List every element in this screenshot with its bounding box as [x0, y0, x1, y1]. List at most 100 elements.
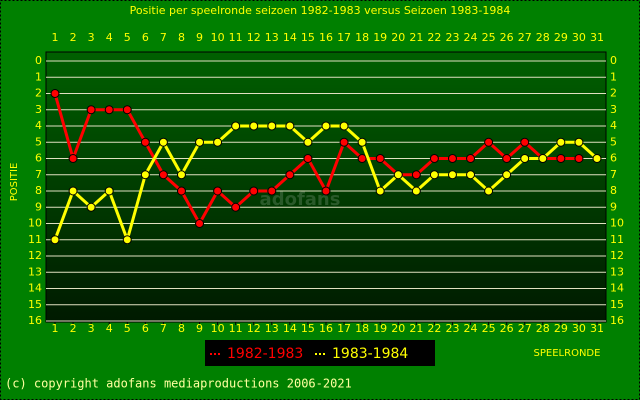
data-point: [321, 121, 331, 131]
x-tick-label: 13: [265, 322, 279, 335]
data-point: [447, 170, 457, 180]
x-tick-label: 18: [355, 322, 369, 335]
x-tick-label-top: 20: [391, 31, 405, 44]
data-point: [195, 137, 205, 147]
y-tick-label-right: 11: [610, 233, 624, 246]
data-point: [303, 137, 313, 147]
data-point: [122, 235, 132, 245]
data-point: [195, 219, 205, 228]
x-tick-label-top: 28: [536, 31, 550, 44]
x-tick-label-top: 11: [229, 31, 243, 44]
data-point: [249, 186, 259, 196]
x-tick-label: 3: [88, 322, 95, 335]
y-tick-label-right: 0: [610, 54, 617, 67]
data-point: [484, 137, 494, 147]
data-point: [321, 186, 331, 196]
x-tick-label: 5: [124, 322, 131, 335]
data-point: [231, 202, 241, 212]
y-tick-label-right: 4: [610, 119, 617, 132]
x-tick-label: 28: [536, 322, 550, 335]
y-tick-label: 13: [28, 265, 42, 278]
x-tick-label-top: 8: [178, 31, 185, 44]
x-axis-label: SPEELRONDE: [534, 348, 601, 359]
x-tick-label: 19: [373, 322, 387, 335]
data-point: [50, 89, 60, 98]
data-point: [357, 154, 367, 163]
x-tick-label-top: 16: [319, 31, 333, 44]
x-tick-label: 8: [178, 322, 185, 335]
x-tick-label: 25: [482, 322, 496, 335]
x-tick-label: 2: [70, 322, 77, 335]
y-tick-label: 0: [35, 54, 42, 67]
x-tick-label: 29: [554, 322, 568, 335]
y-tick-label: 7: [35, 168, 42, 181]
y-tick-label: 3: [35, 103, 42, 116]
x-tick-label-top: 6: [142, 31, 149, 44]
data-point: [213, 186, 223, 196]
x-tick-label-top: 13: [265, 31, 279, 44]
data-point: [574, 154, 584, 163]
data-point: [375, 186, 385, 196]
data-point: [538, 154, 548, 163]
data-point: [556, 137, 566, 147]
y-tick-label: 5: [35, 135, 42, 148]
data-point: [104, 186, 114, 196]
data-point: [285, 121, 295, 131]
x-tick-label-top: 2: [70, 31, 77, 44]
x-tick-label: 12: [247, 322, 261, 335]
x-tick-label: 16: [319, 322, 333, 335]
data-point: [520, 137, 530, 147]
data-point: [357, 137, 367, 147]
y-tick-label-right: 3: [610, 103, 617, 116]
watermark: adofans: [260, 189, 341, 210]
x-tick-label-top: 23: [445, 31, 459, 44]
x-tick-label-top: 12: [247, 31, 261, 44]
y-tick-label: 11: [28, 233, 42, 246]
data-point: [375, 154, 385, 163]
x-tick-label: 22: [427, 322, 441, 335]
x-tick-label-top: 25: [482, 31, 496, 44]
data-point: [429, 170, 439, 180]
y-tick-label: 4: [35, 119, 42, 132]
x-tick-label-top: 4: [106, 31, 113, 44]
x-tick-label-top: 21: [409, 31, 423, 44]
x-tick-label: 26: [500, 322, 514, 335]
x-tick-label: 1: [52, 322, 59, 335]
chart-title: Positie per speelronde seizoen 1982-1983…: [130, 4, 511, 17]
x-tick-label-top: 27: [518, 31, 532, 44]
x-tick-label-top: 14: [283, 31, 297, 44]
data-point: [339, 137, 349, 147]
y-tick-label-right: 15: [610, 298, 624, 311]
x-tick-label-top: 18: [355, 31, 369, 44]
y-axis-label: POSITIE: [9, 163, 20, 202]
x-tick-label: 30: [572, 322, 586, 335]
y-tick-label: 6: [35, 152, 42, 165]
x-tick-label-top: 5: [124, 31, 131, 44]
data-point: [176, 170, 186, 180]
y-tick-label: 1: [35, 70, 42, 83]
data-point: [339, 121, 349, 131]
x-tick-label-top: 10: [211, 31, 225, 44]
x-tick-label: 15: [301, 322, 315, 335]
data-point: [158, 170, 168, 180]
y-tick-label-right: 1: [610, 70, 617, 83]
y-tick-label: 14: [28, 282, 42, 295]
x-tick-label: 24: [464, 322, 478, 335]
x-tick-label-top: 3: [88, 31, 95, 44]
y-tick-label-right: 14: [610, 282, 624, 295]
y-tick-label-right: 8: [610, 184, 617, 197]
legend-label: 1983-1984: [332, 346, 408, 362]
data-point: [592, 154, 602, 163]
data-point: [50, 235, 60, 245]
footer: (c) copyright adofans mediaproductions 2…: [5, 377, 352, 391]
x-tick-label-top: 24: [464, 31, 478, 44]
data-point: [556, 154, 566, 163]
x-tick-label-top: 22: [427, 31, 441, 44]
x-tick-label: 4: [106, 322, 113, 335]
x-tick-label: 6: [142, 322, 149, 335]
x-tick-label: 21: [409, 322, 423, 335]
x-tick-label: 27: [518, 322, 532, 335]
x-tick-label: 31: [590, 322, 604, 335]
data-point: [303, 154, 313, 163]
data-point: [502, 154, 512, 163]
